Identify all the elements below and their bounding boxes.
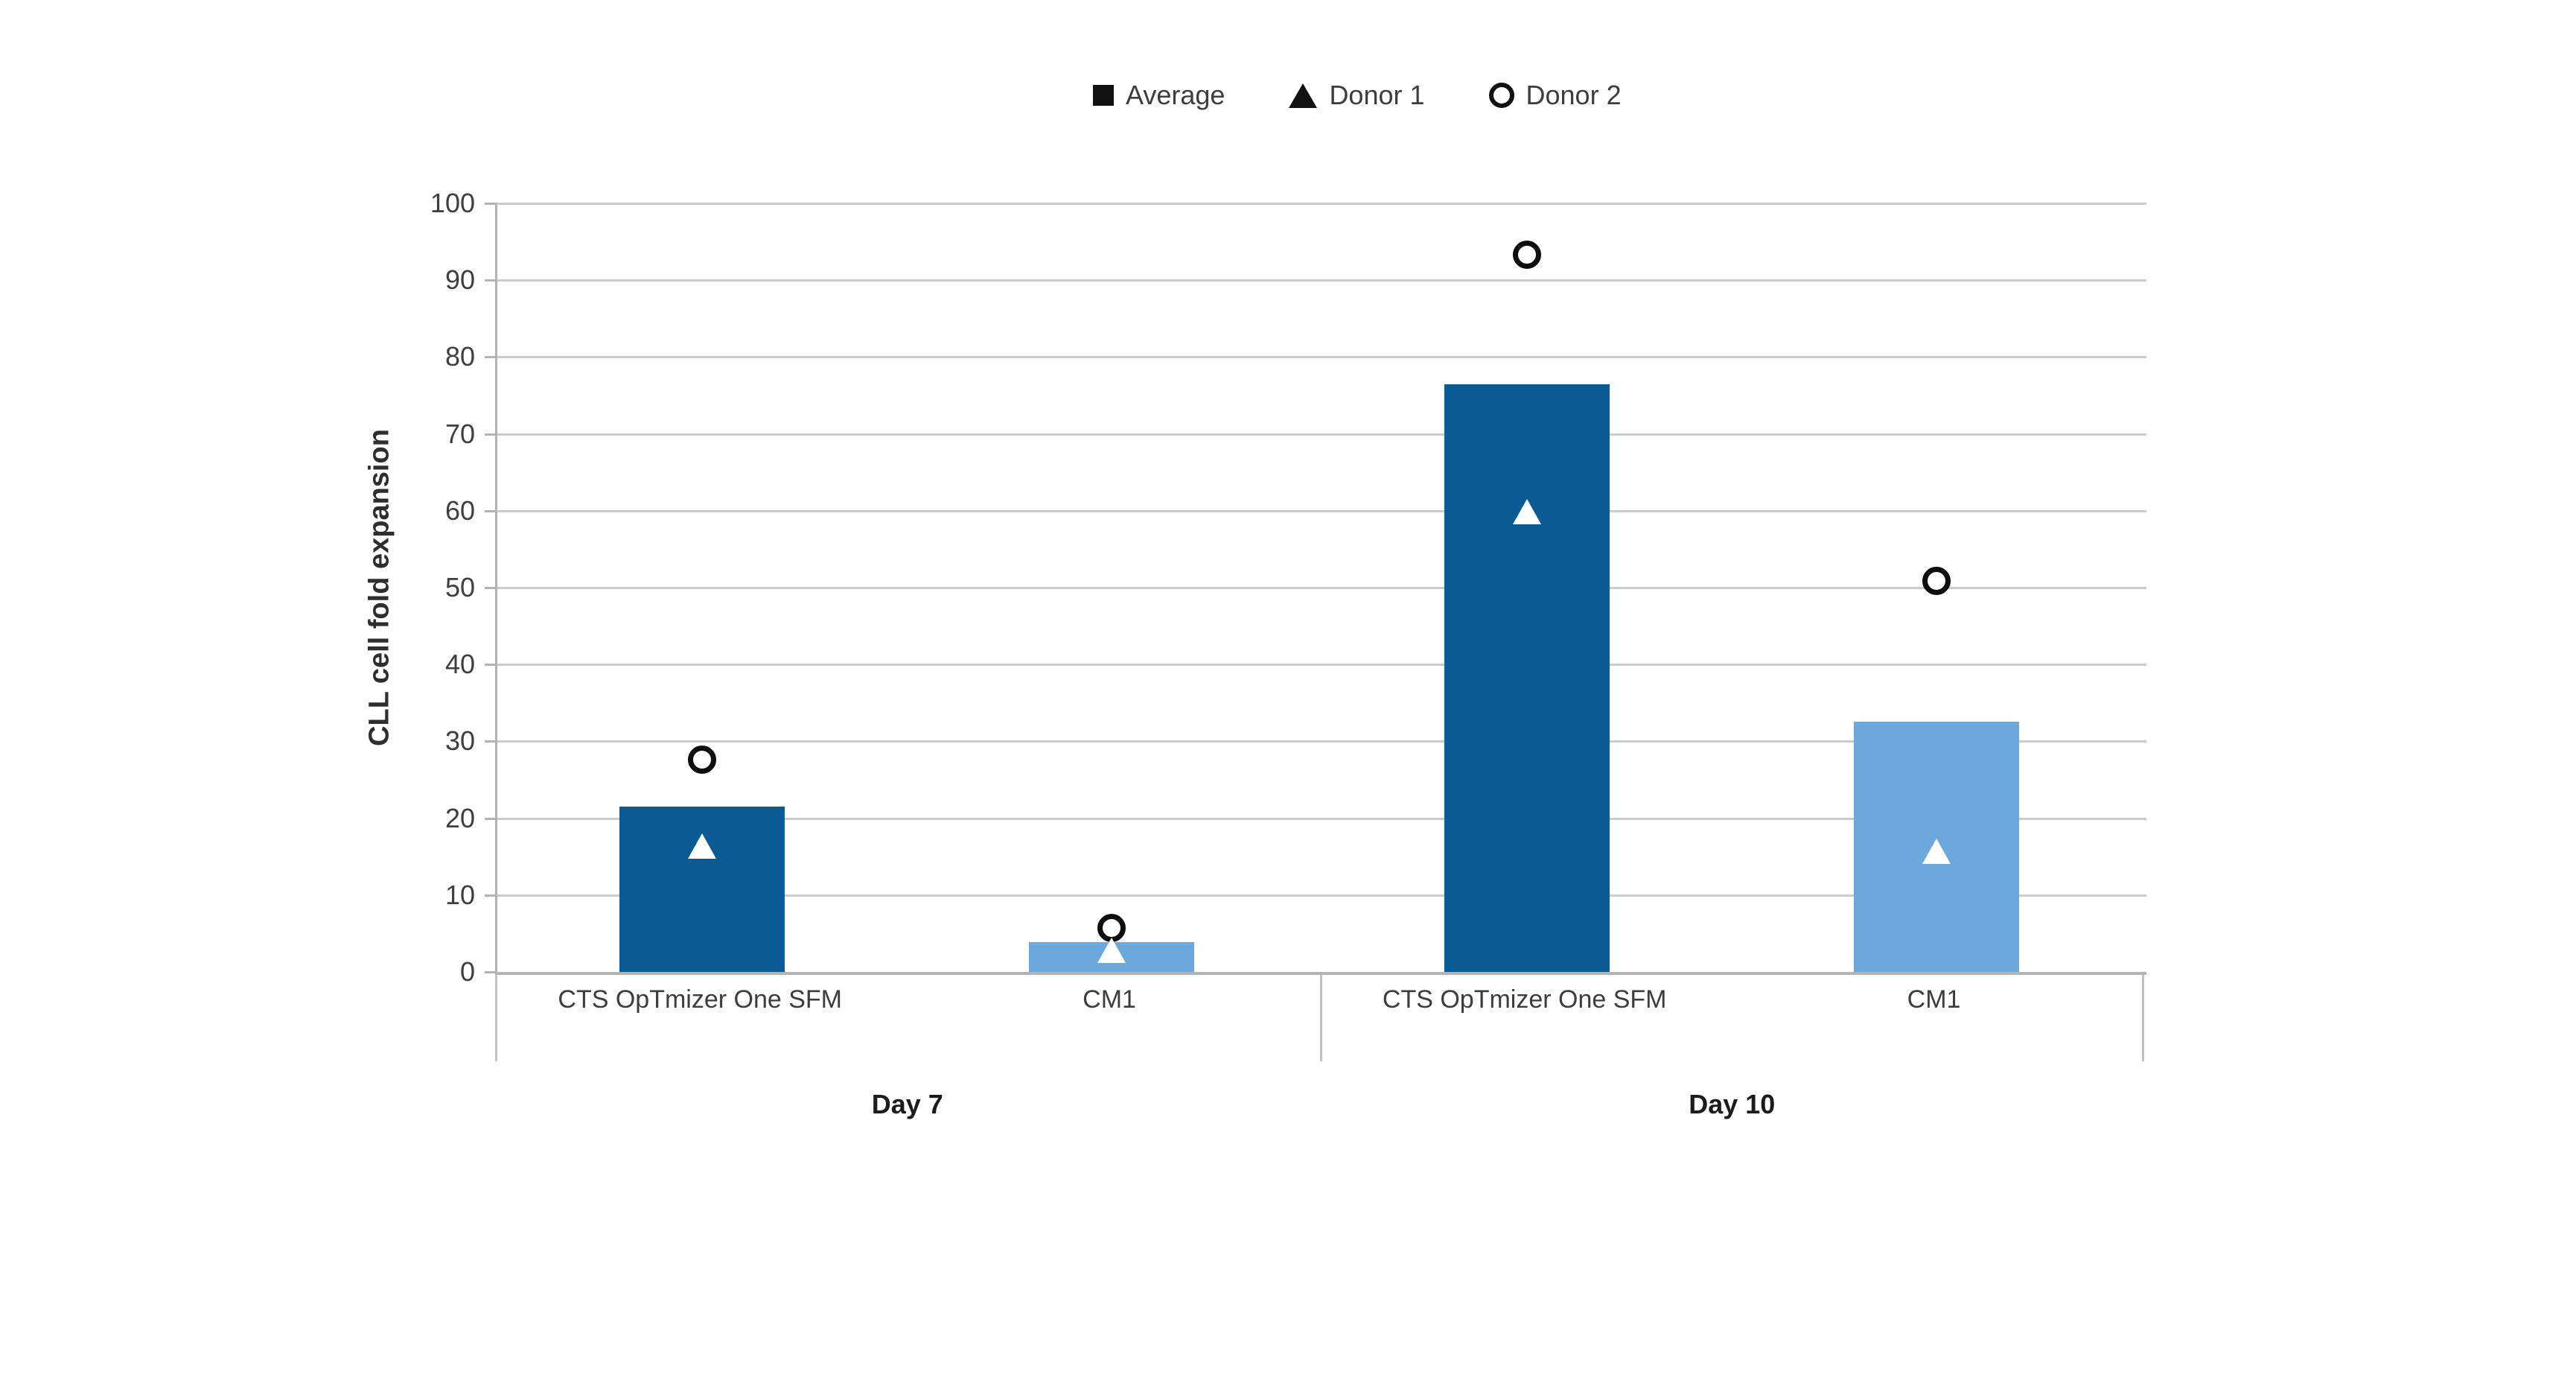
category-band-separator xyxy=(2142,975,2144,1061)
legend-item-donor-1: Donor 1 xyxy=(1289,80,1425,110)
y-tick-mark-30 xyxy=(485,740,497,743)
legend-item-average: Average xyxy=(1093,82,1225,109)
category-label: CM1 xyxy=(1907,985,1961,1014)
group-label-day-7: Day 7 xyxy=(871,1089,943,1119)
gridline-90 xyxy=(497,279,2146,282)
gridline-40 xyxy=(497,664,2146,667)
y-tick-mark-80 xyxy=(485,356,497,359)
y-tick-label-20: 20 xyxy=(444,802,475,833)
legend-item-donor-2: Donor 2 xyxy=(1488,80,1622,110)
gridline-20 xyxy=(497,817,2146,820)
gridline-50 xyxy=(497,587,2146,589)
group-label-day-10: Day 10 xyxy=(1689,1089,1776,1119)
gridline-10 xyxy=(497,894,2146,897)
y-tick-label-10: 10 xyxy=(444,879,475,910)
chart-legend: Average Donor 1 Donor 2 xyxy=(1093,82,1622,109)
legend-label: Average xyxy=(1126,80,1225,110)
filled-triangle-icon xyxy=(1289,83,1318,108)
gridline-100 xyxy=(497,203,2146,205)
donor2-circle-marker xyxy=(1512,241,1541,270)
y-tick-label-90: 90 xyxy=(444,264,475,296)
gridline-60 xyxy=(497,509,2146,512)
y-tick-label-80: 80 xyxy=(444,341,475,372)
legend-label: Donor 2 xyxy=(1525,80,1622,110)
y-tick-mark-100 xyxy=(485,203,497,205)
y-tick-mark-90 xyxy=(485,279,497,282)
plot-area: 0 10 20 30 40 50 60 70 80 90 100 xyxy=(430,188,2146,987)
open-circle-icon xyxy=(1488,83,1514,108)
y-tick-label-40: 40 xyxy=(444,649,475,680)
y-tick-label-70: 70 xyxy=(444,418,475,449)
y-tick-label-30: 30 xyxy=(444,725,475,757)
gridline-80 xyxy=(497,356,2146,359)
category-label-band: CTS OpTmizer One SFM CM1 CTS OpTmizer One … xyxy=(495,975,2144,1061)
category-band-separator xyxy=(495,975,497,1061)
donor2-circle-marker xyxy=(1922,566,1951,595)
donor1-triangle-marker xyxy=(1512,498,1541,524)
y-tick-mark-60 xyxy=(485,509,497,512)
y-tick-mark-70 xyxy=(485,433,497,436)
y-tick-mark-0 xyxy=(485,971,497,973)
donor1-triangle-marker xyxy=(1097,938,1126,964)
average-bar xyxy=(619,807,785,972)
average-bar xyxy=(1444,384,1610,972)
category-label: CTS OpTmizer One SFM xyxy=(1382,985,1667,1014)
legend-label: Donor 1 xyxy=(1329,80,1425,110)
y-tick-mark-50 xyxy=(485,587,497,589)
y-tick-mark-40 xyxy=(485,664,497,667)
donor2-circle-marker xyxy=(688,746,717,775)
y-tick-label-50: 50 xyxy=(444,572,475,603)
y-tick-label-100: 100 xyxy=(430,188,475,218)
donor1-triangle-marker xyxy=(688,833,717,859)
group-label-row: Day 7 Day 10 xyxy=(495,1089,2144,1126)
gridline-30 xyxy=(497,740,2146,743)
gridline-70 xyxy=(497,433,2146,436)
y-tick-mark-10 xyxy=(485,894,497,897)
category-label: CTS OpTmizer One SFM xyxy=(558,985,843,1014)
filled-square-icon xyxy=(1093,85,1114,106)
category-band-separator xyxy=(1319,975,1322,1061)
donor1-triangle-marker xyxy=(1922,838,1951,864)
category-label: CM1 xyxy=(1083,985,1136,1014)
y-tick-mark-20 xyxy=(485,817,497,820)
y-tick-label-60: 60 xyxy=(444,495,475,526)
y-tick-label-0: 0 xyxy=(459,956,475,987)
